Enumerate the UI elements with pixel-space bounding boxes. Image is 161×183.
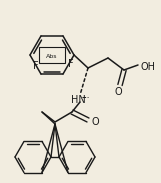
FancyBboxPatch shape	[39, 47, 65, 63]
Text: O: O	[91, 117, 99, 127]
Text: O: O	[114, 87, 122, 97]
Text: F: F	[33, 61, 39, 71]
Text: HN: HN	[71, 95, 85, 105]
Text: F: F	[68, 59, 74, 69]
Text: Abs: Abs	[46, 53, 58, 59]
Text: OH: OH	[141, 62, 156, 72]
